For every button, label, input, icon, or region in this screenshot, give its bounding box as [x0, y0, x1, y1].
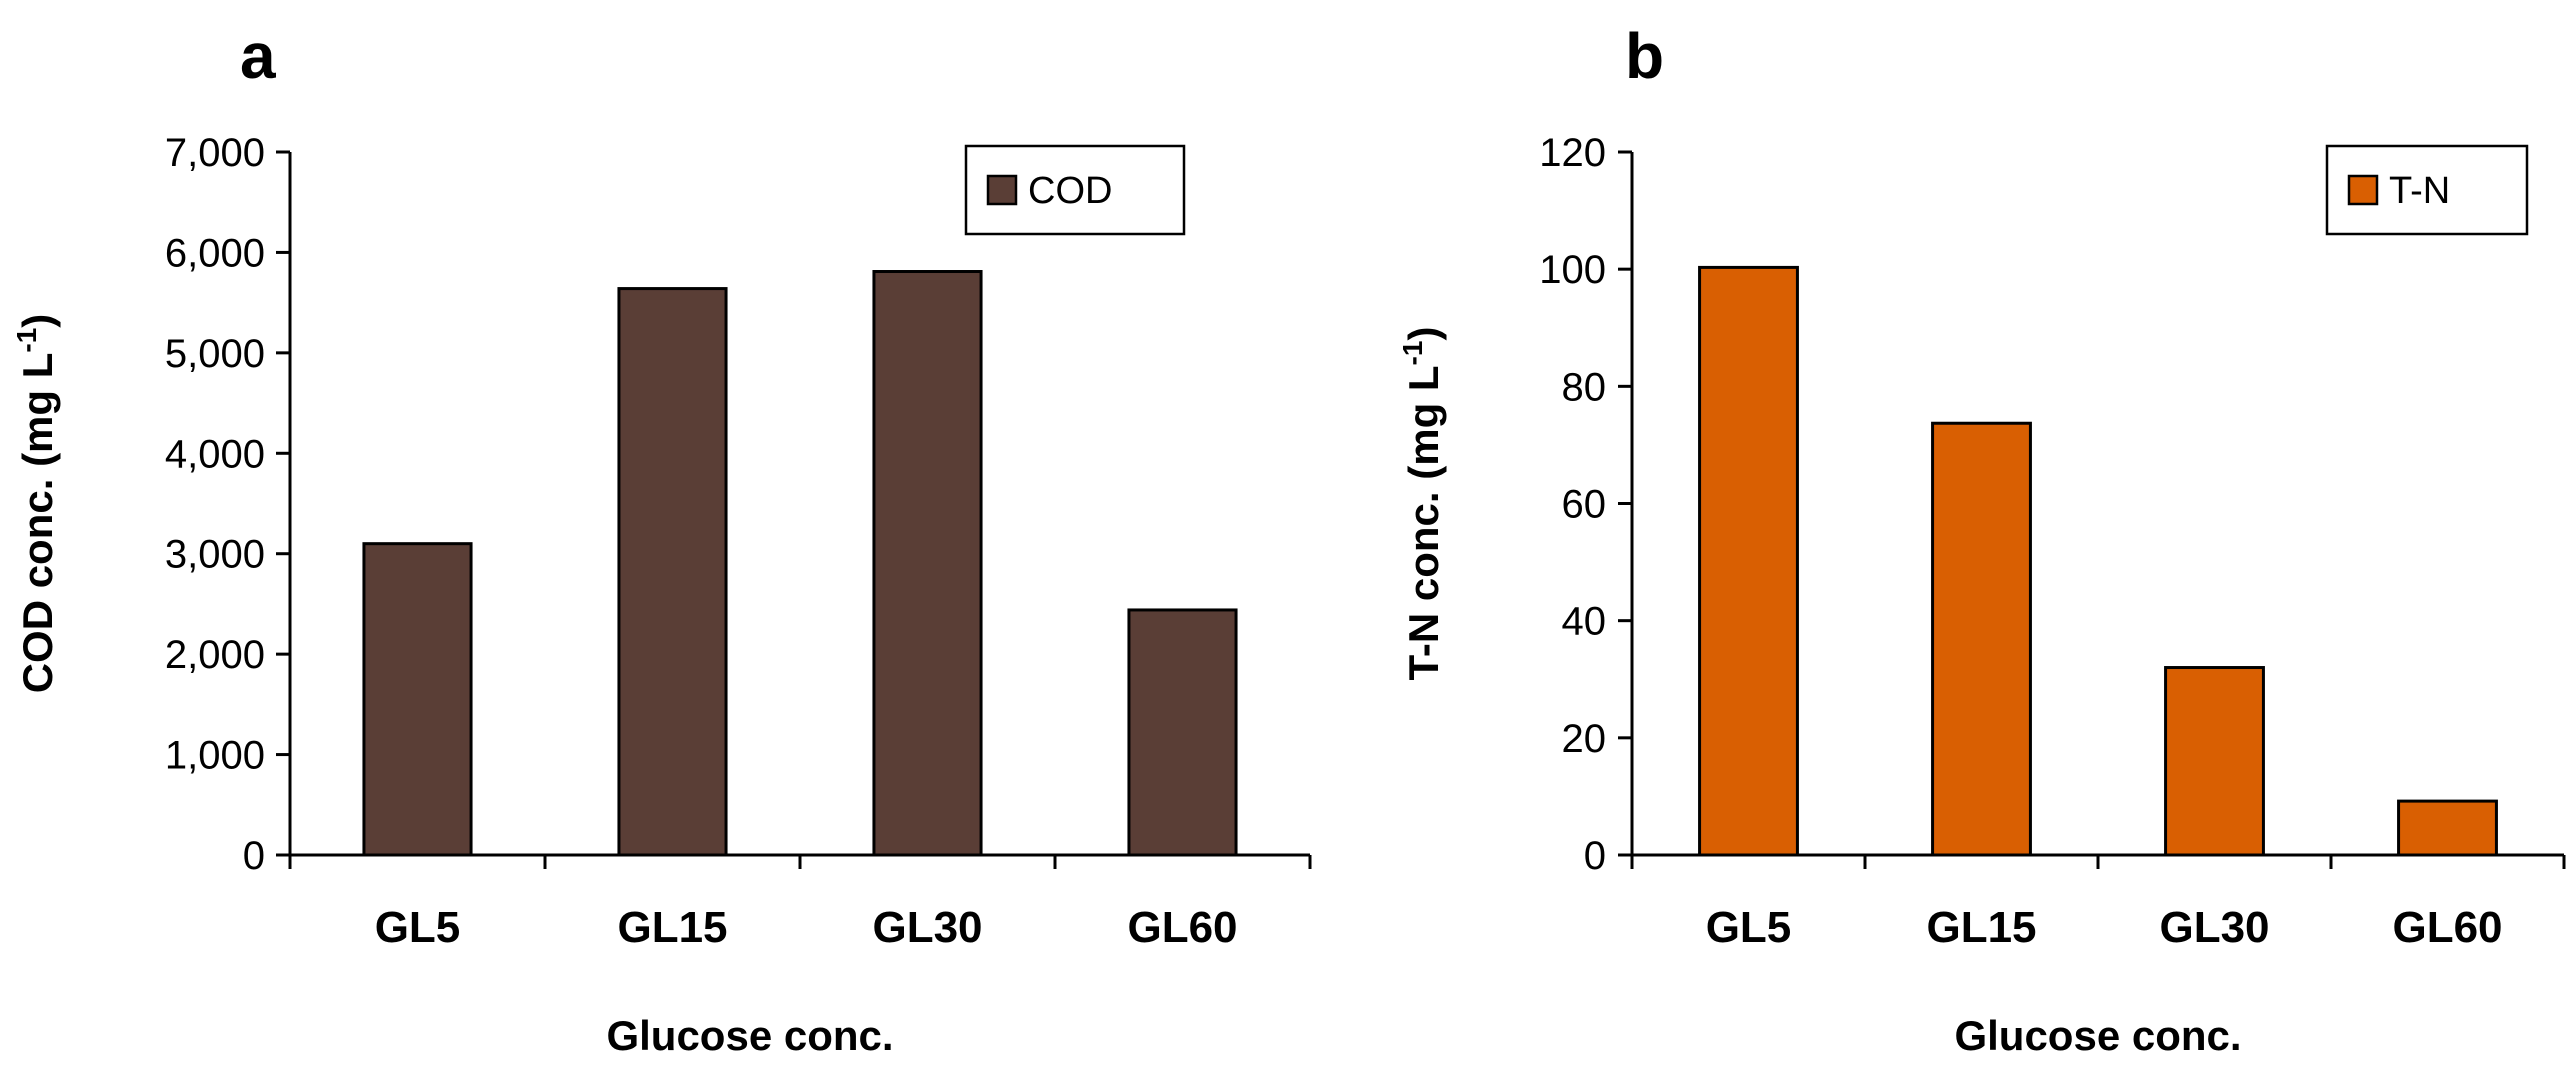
legend: COD — [964, 144, 1186, 236]
x-tick-label: GL60 — [2392, 903, 2502, 952]
y-tick-label: 1,000 — [165, 734, 265, 778]
y-tick-label: 4,000 — [165, 432, 265, 476]
legend-swatch — [2347, 174, 2379, 206]
y-tick-label: 40 — [1562, 600, 1607, 644]
y-tick-label: 80 — [1562, 365, 1607, 409]
y-tick-label: 100 — [1539, 248, 1606, 292]
y-tick-label: 120 — [1539, 131, 1606, 175]
y-tick-label: 0 — [243, 834, 265, 878]
bar — [617, 287, 728, 857]
bar — [2397, 799, 2498, 857]
x-axis-title: Glucose conc. — [606, 1012, 893, 1059]
legend-label: COD — [1028, 170, 1112, 212]
y-tick-label: 60 — [1562, 483, 1607, 527]
x-tick-label: GL15 — [1926, 903, 2036, 952]
y-tick-label: 20 — [1562, 717, 1607, 761]
y-axis-title: T-N conc. (mg L-1) — [1397, 327, 1447, 681]
x-tick-label: GL30 — [872, 903, 982, 952]
y-axis-title: COD conc. (mg L-1) — [11, 314, 61, 694]
bar — [872, 270, 983, 857]
x-tick-label: GL60 — [1127, 903, 1237, 952]
legend-label: T-N — [2389, 170, 2450, 212]
panel-a-chart: a 0 1,000 2,000 3,000 4,000 5,000 6,000 7,000 GL… — [11, 20, 1312, 1059]
x-tick-label: GL30 — [2159, 903, 2269, 952]
x-tick-label: GL5 — [375, 903, 461, 952]
bar — [1931, 421, 2032, 857]
y-tick-label: 6,000 — [165, 231, 265, 275]
panel-label: a — [240, 20, 276, 92]
bar — [362, 542, 473, 857]
panel-label: b — [1625, 20, 1664, 92]
x-tick-label: GL5 — [1706, 903, 1792, 952]
y-tick-label: 3,000 — [165, 533, 265, 577]
panel-b-chart: b 0 20 40 60 80 100 120 GL5 GL15 GL30 GL60 Glucose … — [1397, 20, 2566, 1059]
legend-swatch — [986, 174, 1018, 206]
y-tick-label: 2,000 — [165, 633, 265, 677]
bar — [1127, 608, 1238, 857]
bar — [2164, 666, 2265, 857]
y-tick-label: 7,000 — [165, 131, 265, 175]
x-tick-label: GL15 — [617, 903, 727, 952]
y-tick-label: 0 — [1584, 834, 1606, 878]
bar — [1698, 265, 1799, 857]
legend: T-N — [2325, 144, 2529, 236]
x-axis-title: Glucose conc. — [1954, 1012, 2241, 1059]
y-tick-label: 5,000 — [165, 332, 265, 376]
